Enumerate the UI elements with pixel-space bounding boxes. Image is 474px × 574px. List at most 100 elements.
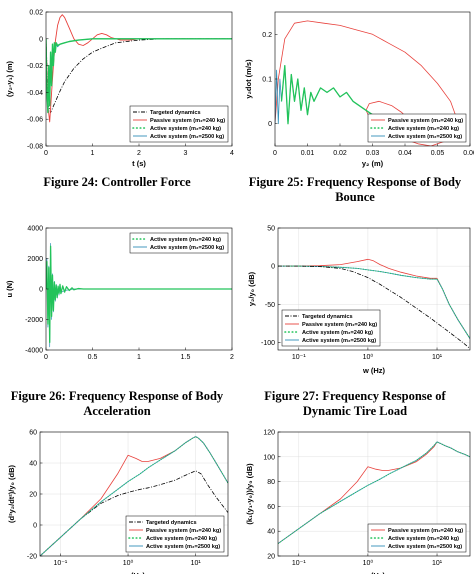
legend-label: Active system (m₂=240 kg) [146, 536, 217, 542]
series-line-3 [46, 38, 232, 113]
x-tick-label: 10⁰ [363, 353, 374, 361]
x-tick-label: 10⁻¹ [292, 560, 306, 567]
series-line-4 [278, 265, 470, 349]
chart-p6: 10⁻¹ 10⁰ 10¹ 20 40 60 80 100 120 w (Hz) (k₁(y₁-y₀)… [245, 430, 471, 574]
x-tick-label: 0.03 [366, 150, 380, 157]
legend-label: Active system (m₂=240 kg) [302, 330, 373, 336]
y-tick-label: 120 [263, 430, 275, 437]
x-tick-label: 10¹ [432, 354, 443, 361]
y-tick-label: 40 [267, 529, 275, 536]
legend-label: Active system (m₂=2500 kg) [388, 134, 462, 140]
x-tick-label: 1.5 [181, 354, 191, 361]
legend: Targeted dynamics Passive system (m₂=240 … [129, 105, 229, 143]
caption-fig26-line2: Acceleration [83, 404, 150, 418]
legend-label: Active system (m₂=240 kg) [388, 536, 459, 542]
x-axis-label: y₂ (m) [362, 159, 384, 168]
chart-p4: 10⁻¹ 10⁰ 10¹ -100 -50 0 50 w (Hz) y₂/y₀ (dB) Targ… [247, 226, 471, 375]
y-tick-label: -100 [261, 340, 275, 347]
y-tick-label: 0 [268, 121, 272, 128]
legend-label: Active system (m₂=2500 kg) [146, 544, 220, 550]
chart-p2: 0 0.01 0.02 0.03 0.04 0.05 0.06 0 0.1 0.2 y₂ (m) y₂… [244, 11, 474, 168]
series-group [40, 436, 228, 556]
caption-fig25-line1: Figure 25: Frequency Response of Body [249, 175, 462, 189]
y-axis-label: y₂dot (m/s) [244, 59, 253, 99]
legend-label: Active system (m₂=240 kg) [150, 126, 221, 132]
legend: Active system (m₂=240 kg) Active system (… [129, 232, 229, 254]
chart-p5: 10⁻¹ 10⁰ 10¹ -20 0 20 40 60 w (Hz) (d²y₂/dt²)/y₀ … [7, 430, 229, 574]
x-tick-label: 10⁻¹ [292, 354, 306, 361]
legend-label: Passive system (m₂=240 kg) [302, 322, 377, 328]
caption-fig26-line1: Figure 26: Frequency Response of Body [11, 389, 224, 403]
caption-fig27-line2: Dynamic Tire Load [303, 404, 407, 418]
x-tick-label: 0.01 [301, 150, 315, 157]
x-axis-label: w (Hz) [362, 571, 386, 574]
y-tick-label: -2000 [25, 317, 43, 324]
y-tick-label: 4000 [27, 226, 43, 233]
caption-fig27-line1: Figure 27: Frequency Response of [264, 389, 446, 403]
chart-p3: 0 0.5 1 1.5 2 -4000 -2000 0 2000 4000 u (N) Active … [5, 226, 234, 362]
series-line-1 [46, 38, 232, 113]
legend-label: Targeted dynamics [302, 314, 353, 320]
legend: Passive system (m₂=240 kg) Active system … [367, 113, 467, 143]
y-tick-label: 60 [267, 504, 275, 511]
x-tick-label: 10⁰ [123, 559, 134, 567]
y-axis-label: u (N) [5, 280, 14, 298]
y-tick-label: 0.2 [262, 32, 272, 39]
legend-label: Passive system (m₂=240 kg) [388, 118, 463, 124]
x-tick-label: 3 [184, 150, 188, 157]
legend-label: Active system (m₂=240 kg) [388, 126, 459, 132]
y-tick-label: 40 [29, 461, 37, 468]
y-tick-label: 0 [39, 287, 43, 294]
legend-label: Passive system (m₂=240 kg) [150, 118, 225, 124]
x-tick-label: 10⁻¹ [53, 560, 67, 567]
series-group [278, 258, 470, 349]
x-tick-label: 10⁰ [363, 559, 374, 567]
legend: Passive system (m₂=240 kg) Active system … [367, 523, 467, 553]
legend-label: Passive system (m₂=240 kg) [146, 528, 221, 534]
legend-label: Active system (m₂=2500 kg) [150, 134, 224, 140]
legend-label: Active system (m₂=2500 kg) [302, 338, 376, 344]
x-axis-label: w (Hz) [362, 366, 386, 375]
y-tick-label: 80 [267, 479, 275, 486]
x-tick-label: 2 [137, 150, 141, 157]
y-tick-label: 0 [33, 523, 37, 530]
y-axis-label: (y₂-y₁) (m) [5, 60, 14, 97]
y-tick-label: 0 [271, 264, 275, 271]
y-tick-label: 0 [39, 36, 43, 43]
legend-label: Targeted dynamics [150, 110, 201, 116]
series-line-4 [46, 38, 232, 114]
y-tick-label: 20 [267, 554, 275, 561]
series-line-2 [278, 265, 470, 339]
y-tick-label: -0.06 [27, 117, 43, 124]
x-tick-label: 0 [44, 354, 48, 361]
x-tick-label: 0 [273, 150, 277, 157]
caption-fig24: Figure 24: Controller Force [43, 175, 191, 189]
x-tick-label: 10¹ [191, 560, 202, 567]
y-tick-label: 60 [29, 430, 37, 437]
x-tick-label: 10¹ [432, 560, 443, 567]
x-tick-label: 4 [230, 150, 234, 157]
y-tick-label: 0.02 [29, 10, 43, 17]
legend-box [129, 232, 229, 254]
series-group [46, 14, 232, 123]
legend-box [367, 113, 467, 143]
caption-fig25-line2: Bounce [335, 190, 375, 204]
x-tick-label: 0.06 [463, 150, 474, 157]
legend-box [367, 523, 467, 553]
y-axis-label: y₂/y₀ (dB) [247, 271, 256, 306]
y-tick-label: -50 [265, 302, 275, 309]
y-tick-label: 20 [29, 492, 37, 499]
series-line-4 [40, 436, 228, 556]
y-tick-label: 100 [263, 454, 275, 461]
x-tick-label: 0.5 [88, 354, 98, 361]
series-line-1 [46, 242, 232, 348]
y-axis-label: (d²y₂/dt²)/y₀ (dB) [7, 465, 16, 523]
x-tick-label: 1 [91, 150, 95, 157]
x-tick-label: 2 [230, 354, 234, 361]
y-tick-label: -20 [27, 554, 37, 561]
y-tick-label: -0.08 [27, 144, 43, 151]
y-tick-label: 50 [267, 226, 275, 233]
x-tick-label: 0.02 [333, 150, 347, 157]
legend: Targeted dynamics Passive system (m₂=240 … [125, 515, 225, 553]
